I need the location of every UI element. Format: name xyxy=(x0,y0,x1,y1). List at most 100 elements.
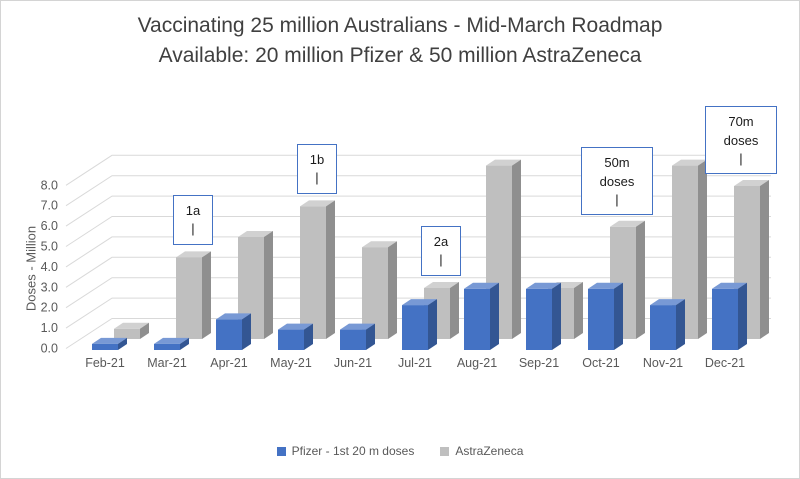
bar-astrazeneca-May-21 xyxy=(300,206,326,339)
bar-pfizer-Mar-21-top xyxy=(154,337,189,344)
bar-pfizer-May-21 xyxy=(278,329,304,350)
annotation-pointer: | xyxy=(191,221,195,237)
x-axis-label: Jul-21 xyxy=(398,356,432,370)
bar-pfizer-Aug-21 xyxy=(464,288,490,350)
annotation-70m-doses: 70m doses | xyxy=(705,106,777,174)
bar-astrazeneca-Dec-21-top xyxy=(734,180,769,186)
gridline xyxy=(65,154,771,186)
bar-astrazeneca-Dec-21-side xyxy=(760,180,769,339)
y-tick-label: 1.0 xyxy=(41,321,58,335)
annotation-text: 70m xyxy=(728,114,754,129)
bar-pfizer-Feb-21-side xyxy=(118,337,127,350)
bar-pfizer-Dec-21-side xyxy=(738,282,747,350)
bar-pfizer-Dec-21 xyxy=(712,288,738,350)
bar-astrazeneca-Mar-21 xyxy=(176,257,202,339)
gridline xyxy=(65,216,771,247)
bar-pfizer-Apr-21-top xyxy=(216,313,251,320)
chart-title-line1: Vaccinating 25 million Australians - Mid… xyxy=(137,14,663,37)
bar-pfizer-Sep-21 xyxy=(526,288,552,350)
bar-pfizer-Aug-21-top xyxy=(464,282,499,289)
y-tick-label: 0.0 xyxy=(41,342,58,356)
annotation-pointer: | xyxy=(315,170,319,186)
bar-pfizer-Jun-21-side xyxy=(366,323,375,350)
chart-title: Vaccinating 25 million Australians - Mid… xyxy=(1,11,799,71)
bar-astrazeneca-Nov-21-side xyxy=(698,159,707,339)
x-axis-label: May-21 xyxy=(270,356,312,370)
y-tick-label: 3.0 xyxy=(41,280,58,294)
annotation-pointer: | xyxy=(615,191,619,207)
bar-pfizer-Aug-21-side xyxy=(490,282,499,350)
y-tick-label: 8.0 xyxy=(41,178,58,192)
legend-swatch-astrazeneca xyxy=(440,446,450,456)
bar-pfizer-Jun-21-top xyxy=(340,323,375,330)
bar-pfizer-Mar-21 xyxy=(154,343,180,350)
bar-pfizer-Nov-21-side xyxy=(676,299,685,350)
y-tick-label: 5.0 xyxy=(41,240,58,254)
bar-astrazeneca-Aug-21-side xyxy=(512,159,521,339)
bar-pfizer-Oct-21 xyxy=(588,288,614,350)
bar-astrazeneca-Feb-21-side xyxy=(140,322,149,339)
bar-pfizer-Jul-21-side xyxy=(428,299,437,350)
legend-label-astrazeneca: AstraZeneca xyxy=(455,444,524,458)
bar-pfizer-Nov-21 xyxy=(650,305,676,350)
annotation-text: doses xyxy=(723,133,759,148)
bar-pfizer-Jul-21 xyxy=(402,305,428,350)
x-axis-label: Apr-21 xyxy=(210,356,248,370)
bar-pfizer-Oct-21-side xyxy=(614,282,623,350)
bar-astrazeneca-Feb-21 xyxy=(114,328,140,339)
bar-astrazeneca-Feb-21-top xyxy=(114,322,149,329)
annotation-1a: 1a | xyxy=(173,195,213,246)
annotation-text: 2a xyxy=(433,234,449,249)
bar-pfizer-Nov-21-top xyxy=(650,299,685,306)
annotation-2a: 2a | xyxy=(421,226,461,276)
annotation-text: 1a xyxy=(185,203,201,219)
annotation-text: doses xyxy=(599,173,635,189)
gridline xyxy=(65,277,771,309)
annotation-text: 50m xyxy=(604,154,630,170)
legend-item-pfizer: Pfizer - 1st 20 m doses xyxy=(276,444,414,458)
annotation-pointer: | xyxy=(739,151,743,166)
bar-astrazeneca-Oct-21-side xyxy=(636,220,645,339)
y-tick-label: 7.0 xyxy=(41,199,58,213)
gridline xyxy=(65,175,771,207)
x-axis-label: Mar-21 xyxy=(147,356,187,370)
x-axis-label: Dec-21 xyxy=(705,356,745,370)
bar-pfizer-Jun-21 xyxy=(340,329,366,350)
bar-pfizer-Feb-21-top xyxy=(92,337,127,344)
bar-pfizer-Sep-21-top xyxy=(526,282,561,289)
y-tick-label: 4.0 xyxy=(41,260,58,274)
bar-pfizer-Jul-21-top xyxy=(402,299,437,306)
y-tick-label: 2.0 xyxy=(41,301,58,315)
bar-astrazeneca-Nov-21-top xyxy=(672,159,707,166)
bar-pfizer-Feb-21 xyxy=(92,343,118,350)
bar-astrazeneca-May-21-side xyxy=(326,200,335,339)
bar-pfizer-Apr-21 xyxy=(216,319,242,350)
x-axis-label: Feb-21 xyxy=(85,356,125,370)
x-axis-label: Aug-21 xyxy=(457,356,497,370)
legend-item-astrazeneca: AstraZeneca xyxy=(440,444,523,458)
bar-astrazeneca-Aug-21-top xyxy=(486,159,521,166)
bar-astrazeneca-Oct-21-top xyxy=(610,220,645,227)
bar-astrazeneca-Apr-21-top xyxy=(238,231,273,237)
annotation-pointer: | xyxy=(439,252,443,267)
bar-astrazeneca-Mar-21-top xyxy=(176,251,211,258)
x-axis-label: Jun-21 xyxy=(334,356,372,370)
bar-astrazeneca-Sep-21-side xyxy=(574,282,583,339)
chart-title-line2: Available: 20 million Pfizer & 50 millio… xyxy=(158,44,642,67)
x-axis-label: Sep-21 xyxy=(519,356,559,370)
bar-astrazeneca-Jun-21-top xyxy=(362,241,397,248)
legend-swatch-pfizer xyxy=(276,446,286,456)
bar-pfizer-May-21-side xyxy=(304,323,313,350)
annotation-1b: 1b | xyxy=(297,144,337,195)
bar-pfizer-Oct-21-top xyxy=(588,282,623,289)
annotation-50m-doses: 50m doses | xyxy=(581,146,653,215)
bar-astrazeneca-Jun-21-side xyxy=(388,241,397,339)
bar-astrazeneca-Mar-21-side xyxy=(202,251,211,339)
bar-pfizer-Sep-21-side xyxy=(552,282,561,350)
bar-astrazeneca-Jul-21-top xyxy=(424,282,459,288)
x-axis-label: Oct-21 xyxy=(582,356,620,370)
bar-astrazeneca-Jul-21-side xyxy=(450,282,459,339)
chart-legend: Pfizer - 1st 20 m doses AstraZeneca xyxy=(1,444,799,458)
y-tick-label: 6.0 xyxy=(41,219,58,233)
